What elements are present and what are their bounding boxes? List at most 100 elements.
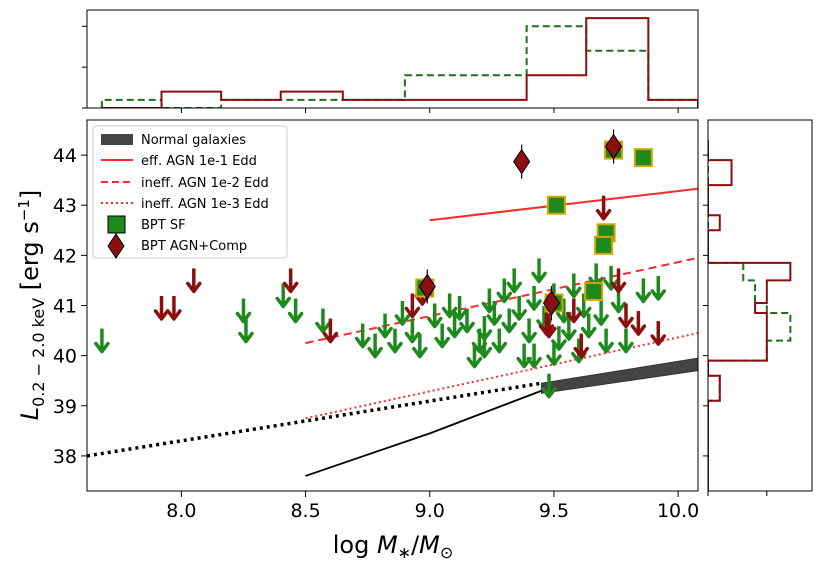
x-axis-title: log M∗/M⊙ (333, 531, 454, 562)
top-histogram-frame (86, 9, 699, 109)
green-upper-limit-head (580, 326, 597, 339)
x-tick-label: 10.0 (657, 500, 699, 522)
green-upper-limit-head (412, 346, 428, 359)
right-histogram-ticks (703, 154, 768, 496)
green-upper-limit-head (235, 311, 252, 324)
bpt-sf-marker (633, 148, 653, 168)
green-upper-limit (501, 308, 517, 334)
bpt-agn-marker (542, 290, 561, 316)
red-upper-limit-head (186, 281, 202, 294)
green-upper-limit-head (506, 281, 522, 294)
red-upper-limit (573, 333, 590, 359)
green-upper-limit-head (367, 346, 383, 359)
y-tick-label: 40 (53, 346, 77, 368)
bpt-agn-marker (604, 133, 623, 160)
green-upper-limit (491, 328, 508, 354)
green-upper-limit (635, 278, 652, 304)
main-plot: 8.0 8.5 9.0 9.5 10.0 38 39 40 41 42 43 44 Normal ga… (15, 119, 699, 562)
green-upper-limit-head (476, 346, 493, 359)
green-upper-limit (367, 333, 383, 359)
red-upper-limit (166, 296, 182, 321)
main-axes-ticks: 8.0 8.5 9.0 9.5 10.0 38 39 40 41 42 43 44 (53, 145, 699, 522)
red-upper-limit (610, 268, 627, 294)
green-upper-limit-head (610, 301, 627, 314)
red-upper-limit-head (541, 326, 557, 339)
red-upper-limit (404, 293, 421, 319)
bpt-sf-marker (584, 281, 604, 301)
red-upper-limit-head (630, 324, 647, 336)
y-tick-label: 39 (53, 396, 77, 418)
green-upper-limit (575, 293, 592, 319)
green-upper-limit-head (635, 291, 652, 304)
legend-label-bpt-agn: BPT AGN+Comp (141, 239, 247, 254)
green-upper-limit-head (94, 341, 110, 354)
green-upper-limit-head (526, 299, 542, 311)
green-upper-limit (315, 308, 331, 334)
upper-limit-arrows-layer (94, 195, 667, 399)
red-upper-limit (650, 321, 667, 346)
x-tick-label: 8.0 (166, 500, 196, 522)
green-upper-limit (486, 301, 503, 326)
top-histogram-ticks (82, 25, 679, 113)
legend-label-ineff-agn-2: ineff. AGN 1e-2 Edd (141, 176, 269, 191)
green-upper-limit (650, 275, 667, 301)
green-upper-limit (459, 308, 475, 334)
green-upper-limit (521, 318, 537, 344)
green-upper-limit-head (238, 331, 254, 344)
green-upper-limit-head (603, 279, 619, 291)
green-upper-limit-head (446, 326, 463, 339)
green-upper-limit (516, 343, 532, 369)
x-tick-label: 9.0 (415, 500, 445, 522)
y-tick-label: 44 (53, 145, 77, 167)
green-upper-limit-head (501, 321, 517, 334)
green-upper-limit (238, 318, 254, 344)
green-upper-limit-head (650, 289, 667, 301)
legend-label-bpt-sf: BPT SF (141, 218, 186, 233)
green-upper-limit (354, 323, 371, 349)
green-upper-limit-head (575, 306, 592, 319)
green-upper-limit-head (526, 356, 542, 369)
green-upper-limit-head (598, 341, 614, 354)
legend: Normal galaxies eff. AGN 1e-1 Edd ineff.… (92, 125, 288, 259)
red-upper-limit-head (618, 316, 634, 329)
green-upper-limit (506, 268, 522, 294)
top-histogram (82, 9, 699, 113)
green-upper-limit (394, 301, 411, 326)
green-upper-limit-head (496, 291, 513, 304)
green-upper-limit-head (404, 331, 421, 344)
x-tick-label: 9.5 (539, 500, 569, 522)
green-upper-limit (94, 328, 110, 354)
red-upper-limit (618, 303, 634, 329)
red-upper-limit (566, 298, 582, 324)
red-upper-limit (322, 318, 339, 344)
red-upper-limit-head (573, 346, 590, 359)
green-upper-limit-head (546, 354, 562, 366)
green-upper-limit-head (566, 286, 582, 299)
red-upper-limit-head (595, 208, 612, 221)
bpt-agn-marker (513, 148, 531, 175)
green-upper-limit-head (377, 326, 393, 339)
right-histogram-frame (707, 119, 813, 492)
green-upper-limit (496, 278, 513, 304)
green-upper-limit-head (486, 314, 503, 326)
legend-label-ineff-agn-3: ineff. AGN 1e-3 Edd (141, 197, 269, 212)
green-upper-limit (526, 285, 542, 311)
legend-label-normal-galaxies: Normal galaxies (141, 133, 246, 148)
red-upper-limit-head (650, 334, 667, 346)
green-upper-limit-head (459, 321, 475, 334)
green-upper-limit-head (387, 341, 403, 354)
legend-swatch-bpt-sf (107, 215, 126, 234)
green-upper-limit (377, 313, 393, 339)
green-upper-limit (426, 303, 443, 329)
green-upper-limit-head (491, 341, 508, 354)
green-upper-limit (541, 373, 557, 399)
green-upper-limit-head (451, 309, 468, 321)
green-upper-limit-head (561, 329, 577, 341)
right-histogram-red-solid (708, 140, 792, 491)
green-upper-limit-head (315, 321, 331, 334)
red-upper-limit-head (404, 306, 421, 319)
bpt-agn-markers-layer (418, 129, 623, 320)
x-tick-label: 8.5 (290, 500, 320, 522)
normal-galaxies-band (541, 357, 698, 394)
